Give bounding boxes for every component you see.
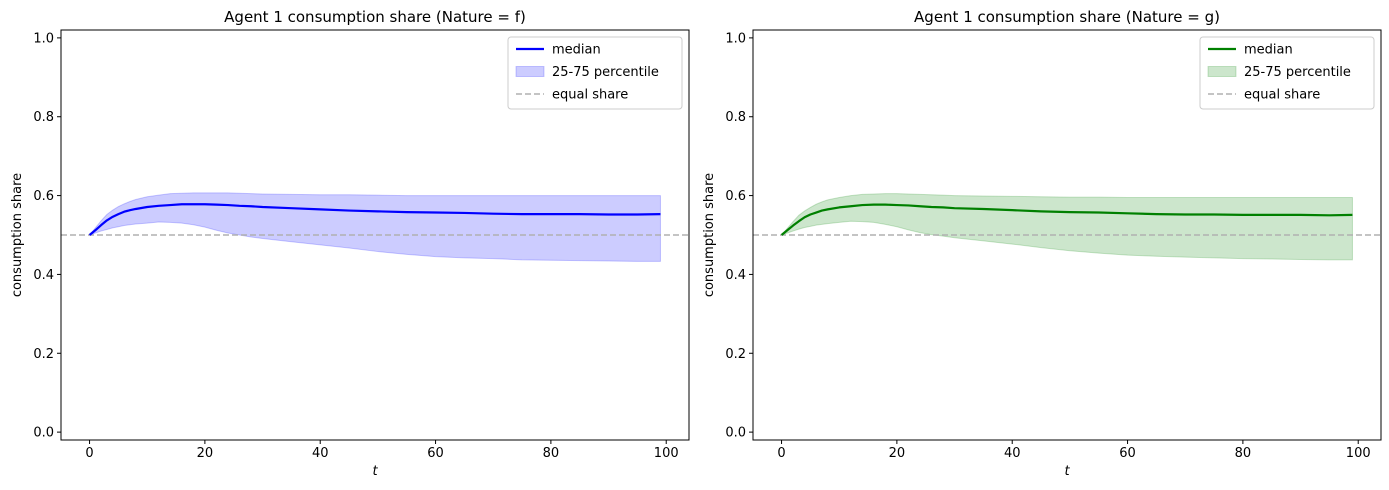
- panel1-legend-label: median: [552, 43, 601, 58]
- panel1-x-tick-label: 100: [654, 446, 679, 461]
- panel2-x-tick-label: 80: [1235, 446, 1252, 461]
- panel2-y-tick-label: 0.2: [725, 347, 746, 362]
- chart-panel-1: 0 20 40 60 80 100 0.0 0.2 0.4 0.6 0.8 1.0 Agent 1 co…: [10, 8, 690, 479]
- panel2-y-tick-label: 1.0: [725, 31, 746, 46]
- panel2-median-line: [780, 203, 1353, 236]
- panel2-legend-box: [1199, 36, 1375, 110]
- panel2-title: Agent 1 consumption share (Nature = g): [914, 8, 1220, 26]
- panel2-legend: median 25-75 percentile equal share: [1199, 36, 1375, 110]
- chart-panel-2: 0 20 40 60 80 100 0.0 0.2 0.4 0.6 0.8 1.0 Agent 1 co…: [702, 8, 1382, 479]
- panel1-median-line: [88, 203, 661, 236]
- panel1-y-tick-label: 0.2: [33, 347, 54, 362]
- panel2-y-tick-label: 0.8: [725, 110, 746, 125]
- panel1-y-axis-label: consumption share: [10, 173, 25, 297]
- panel1-y-tick-label: 0.6: [33, 189, 54, 204]
- panel2-y-axis-label: consumption share: [702, 173, 717, 297]
- panel1-y-tick-label: 0.4: [33, 268, 54, 283]
- panel1-legend-label: equal share: [552, 88, 628, 103]
- panel1-title: Agent 1 consumption share (Nature = f): [224, 8, 526, 26]
- panel1-axes-frame: [60, 29, 690, 441]
- panel2-x-tick-label: 40: [1004, 446, 1021, 461]
- panel1-x-tick-label: 20: [197, 446, 214, 461]
- panel1-legend-box: [507, 36, 683, 110]
- panel2-y-tick-label: 0.0: [725, 426, 746, 441]
- panel1-legend-band-handle: [515, 66, 545, 77]
- panel2-x-tick-label: 0: [777, 446, 785, 461]
- panel2-axes-frame: [752, 29, 1382, 441]
- panel1-x-tick-label: 40: [312, 446, 329, 461]
- panel2-legend-band-handle: [1207, 66, 1237, 77]
- panel1-x-tick-label: 0: [85, 446, 93, 461]
- panel2-x-axis-label: t: [1064, 464, 1070, 479]
- panel1-x-tick-label: 80: [543, 446, 560, 461]
- panel1-y-tick-label: 0.0: [33, 426, 54, 441]
- panel2-y-tick-label: 0.6: [725, 189, 746, 204]
- panel2-legend-label: 25-75 percentile: [1244, 65, 1351, 80]
- panel1-y-tick-label: 0.8: [33, 110, 54, 125]
- panel2-x-tick-label: 100: [1346, 446, 1371, 461]
- panel1-y-tick-label: 1.0: [33, 31, 54, 46]
- panel2-legend-label: median: [1244, 43, 1293, 58]
- panel1-legend-label: 25-75 percentile: [552, 65, 659, 80]
- panel2-y-tick-label: 0.4: [725, 268, 746, 283]
- panel1-legend: median 25-75 percentile equal share: [507, 36, 683, 110]
- panel2-x-tick-label: 20: [889, 446, 906, 461]
- panel2-percentile-band: [779, 193, 1353, 261]
- panel2-x-tick-label: 60: [1119, 446, 1136, 461]
- panel1-percentile-band: [88, 192, 661, 262]
- panel1-x-tick-label: 60: [427, 446, 444, 461]
- panel1-x-axis-label: t: [372, 464, 378, 479]
- panel2-legend-label: equal share: [1244, 88, 1320, 103]
